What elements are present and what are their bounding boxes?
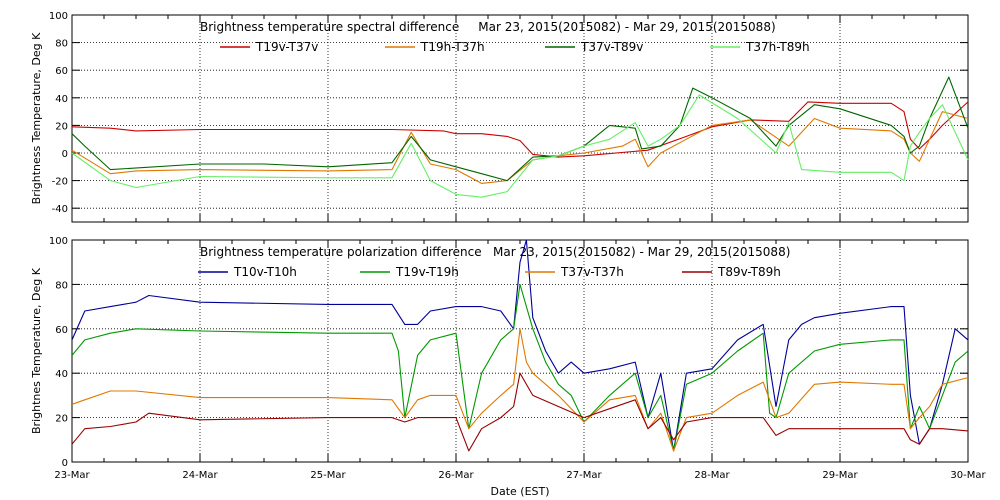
- series-line-t19v-t37v: [71, 101, 969, 158]
- y-axis-label: Brightnes Temperature, Deg K: [30, 267, 43, 434]
- chart-title: Brightness temperature spectral differen…: [200, 20, 776, 34]
- y-tick-label: 20: [55, 121, 68, 132]
- y-tick-label: 40: [55, 94, 68, 105]
- y-tick-label: 60: [55, 325, 68, 336]
- y-tick-label: 100: [49, 11, 68, 22]
- y-tick-label: 80: [55, 280, 68, 291]
- x-tick-label: 30-Mar: [950, 470, 986, 481]
- x-tick-label: 29-Mar: [822, 470, 858, 481]
- chart-title: Brightness temperature polarization diff…: [200, 245, 790, 259]
- y-tick-label: 100: [49, 236, 68, 247]
- legend-label: T37v-T37h: [560, 265, 624, 279]
- x-tick-label: 23-Mar: [54, 470, 90, 481]
- y-tick-label: 20: [55, 414, 68, 425]
- y-tick-label: 0: [62, 458, 68, 469]
- y-tick-label: 0: [62, 149, 68, 160]
- series-line-t37v-t37h: [71, 328, 969, 452]
- legend-label: T10v-T10h: [233, 265, 297, 279]
- plot-frame-1: [71, 14, 969, 223]
- x-axis-label: Date (EST): [490, 485, 549, 498]
- y-tick-label: -40: [52, 204, 68, 215]
- series-line-t19h-t37h: [71, 111, 969, 184]
- legend-label: T89v-T89h: [717, 265, 781, 279]
- x-tick-label: 28-Mar: [694, 470, 730, 481]
- y-tick-label: 40: [55, 369, 68, 380]
- x-tick-label: 24-Mar: [182, 470, 218, 481]
- legend-label: T37h-T89h: [745, 40, 810, 54]
- x-tick-label: 25-Mar: [310, 470, 346, 481]
- series-line-t37v-t89v: [71, 76, 969, 182]
- series-line-t19v-t19h: [71, 283, 969, 452]
- x-tick-label: 27-Mar: [566, 470, 602, 481]
- legend-label: T19h-T37h: [420, 40, 485, 54]
- series-line-t37h-t89h: [71, 94, 969, 198]
- y-tick-label: -20: [52, 177, 68, 188]
- series-line-t10v-t10h: [71, 239, 969, 452]
- series-line-t89v-t89h: [71, 372, 969, 452]
- legend-label: T19v-T19h: [395, 265, 459, 279]
- legend-label: T37v-T89v: [580, 40, 643, 54]
- y-tick-label: 80: [55, 39, 68, 50]
- legend-label: T19v-T37v: [255, 40, 318, 54]
- x-tick-label: 26-Mar: [438, 470, 474, 481]
- y-tick-label: 60: [55, 66, 68, 77]
- y-axis-label: Brightness Temperature, Deg K: [30, 32, 43, 204]
